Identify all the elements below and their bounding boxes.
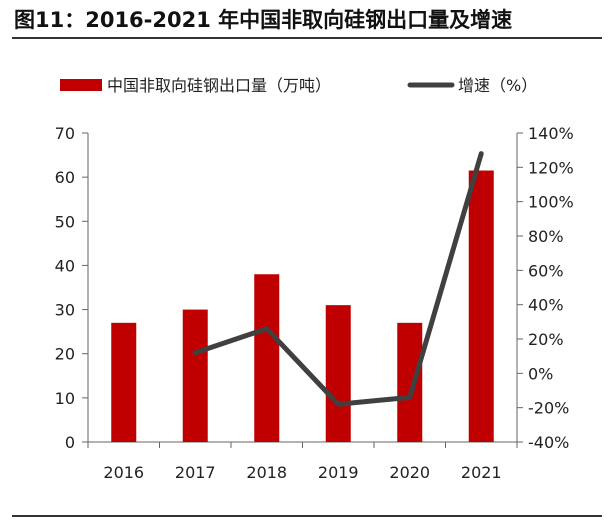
y-left-tick-label: 50 <box>55 212 75 231</box>
y-left-tick-label: 30 <box>55 301 75 320</box>
y-right-tick-label: 140% <box>528 124 574 143</box>
x-tick-label: 2017 <box>175 463 216 482</box>
bar <box>468 170 494 442</box>
x-tick-labels: 2016 2017 2018 2019 2020 2021 <box>103 463 501 482</box>
y-left-tick-label: 10 <box>55 389 75 408</box>
y-left-tick-label: 0 <box>65 433 75 452</box>
y-left-tick-label: 40 <box>55 256 75 275</box>
legend: 中国非取向硅钢出口量（万吨） 增速（%） <box>60 76 537 95</box>
y-right-tick-label: 80% <box>528 227 564 246</box>
chart-title: 图11：2016-2021 年中国非取向硅钢出口量及增速 <box>14 8 513 32</box>
y-left-tick-label: 60 <box>55 168 75 187</box>
legend-line-label: 增速（%） <box>458 76 537 95</box>
y-right-tick-label: 60% <box>528 261 564 280</box>
y-left-tick-label: 20 <box>55 345 75 364</box>
line-series <box>192 151 484 407</box>
x-tick-label: 2020 <box>389 463 430 482</box>
bar-series <box>111 170 494 442</box>
title-underline <box>12 37 602 39</box>
y-right-tick-label: -40% <box>528 433 569 452</box>
axes: 0 10 20 30 40 50 60 70 -40% -20% 0% 20% 40% 60% 80% 100… <box>55 124 574 452</box>
bar <box>325 305 351 442</box>
x-tick-label: 2016 <box>103 463 144 482</box>
bar <box>182 309 208 442</box>
bottom-rule <box>12 515 602 517</box>
y-left-tick-label: 70 <box>55 124 75 143</box>
bar <box>111 322 137 442</box>
x-tick-label: 2018 <box>246 463 287 482</box>
y-right-tick-label: 100% <box>528 193 574 212</box>
x-tick-label: 2019 <box>318 463 359 482</box>
y-right-tick-label: 0% <box>528 364 553 383</box>
bar <box>397 322 423 442</box>
legend-bar-label: 中国非取向硅钢出口量（万吨） <box>107 76 331 95</box>
x-tick-label: 2021 <box>461 463 502 482</box>
y-right-tick-label: 120% <box>528 158 574 177</box>
y-right-tick-label: -20% <box>528 399 569 418</box>
legend-bar-swatch <box>60 79 102 91</box>
y-right-tick-label: 20% <box>528 330 564 349</box>
y-right-tick-label: 40% <box>528 296 564 315</box>
bar <box>254 274 280 442</box>
